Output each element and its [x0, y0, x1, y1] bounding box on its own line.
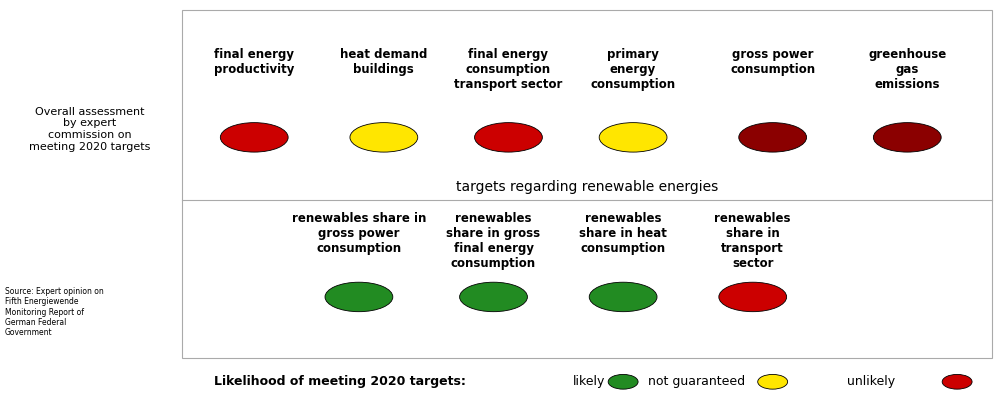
- Text: final energy
consumption
transport sector: final energy consumption transport secto…: [455, 48, 562, 91]
- Bar: [182, 10, 992, 358]
- Ellipse shape: [719, 282, 787, 311]
- Text: renewables share in
gross power
consumption: renewables share in gross power consumpt…: [292, 212, 426, 255]
- Ellipse shape: [873, 123, 941, 152]
- Text: greenhouse
gas
emissions: greenhouse gas emissions: [868, 48, 946, 91]
- Ellipse shape: [942, 375, 972, 389]
- Text: targets regarding renewable energies: targets regarding renewable energies: [456, 180, 719, 194]
- Text: renewables
share in heat
consumption: renewables share in heat consumption: [579, 212, 667, 255]
- Ellipse shape: [739, 123, 807, 152]
- Text: unlikely: unlikely: [847, 375, 895, 388]
- Text: gross power
consumption: gross power consumption: [730, 48, 816, 76]
- Text: Source: Expert opinion on
Fifth Energiewende
Monitoring Report of
German Federal: Source: Expert opinion on Fifth Energiew…: [5, 287, 104, 337]
- Ellipse shape: [758, 375, 788, 389]
- Text: renewables
share in
transport
sector: renewables share in transport sector: [715, 212, 791, 270]
- Text: primary
energy
consumption: primary energy consumption: [590, 48, 676, 91]
- Text: not guaranteed: not guaranteed: [648, 375, 745, 388]
- Ellipse shape: [350, 123, 418, 152]
- Text: Overall assessment
by expert
commission on
meeting 2020 targets: Overall assessment by expert commission …: [29, 107, 151, 152]
- Text: heat demand
buildings: heat demand buildings: [340, 48, 428, 76]
- Ellipse shape: [608, 375, 638, 389]
- Text: Likelihood of meeting 2020 targets:: Likelihood of meeting 2020 targets:: [214, 375, 467, 388]
- Text: renewables
share in gross
final energy
consumption: renewables share in gross final energy c…: [447, 212, 540, 270]
- Ellipse shape: [325, 282, 393, 311]
- Ellipse shape: [220, 123, 288, 152]
- Ellipse shape: [589, 282, 657, 311]
- Ellipse shape: [599, 123, 667, 152]
- Text: likely: likely: [573, 375, 605, 388]
- Ellipse shape: [460, 282, 527, 311]
- Ellipse shape: [475, 123, 542, 152]
- Text: final energy
productivity: final energy productivity: [214, 48, 294, 76]
